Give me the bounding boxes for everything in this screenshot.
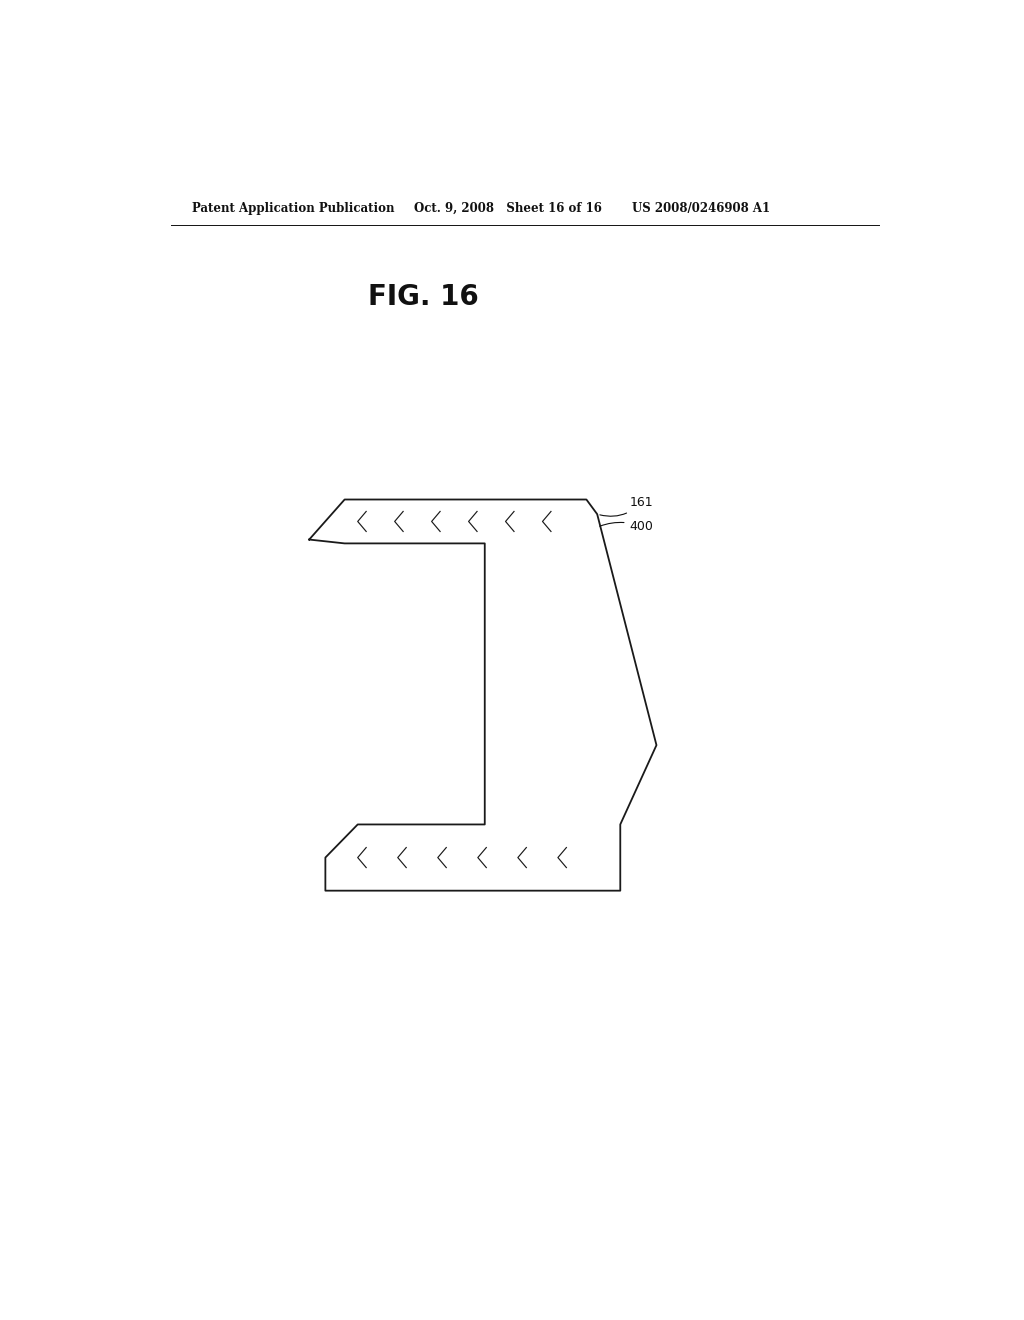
Text: US 2008/0246908 A1: US 2008/0246908 A1: [632, 202, 770, 215]
Text: Patent Application Publication: Patent Application Publication: [193, 202, 394, 215]
Text: 400: 400: [600, 520, 653, 533]
Text: FIG. 16: FIG. 16: [368, 284, 478, 312]
Text: Oct. 9, 2008   Sheet 16 of 16: Oct. 9, 2008 Sheet 16 of 16: [414, 202, 602, 215]
Text: 161: 161: [600, 496, 653, 516]
